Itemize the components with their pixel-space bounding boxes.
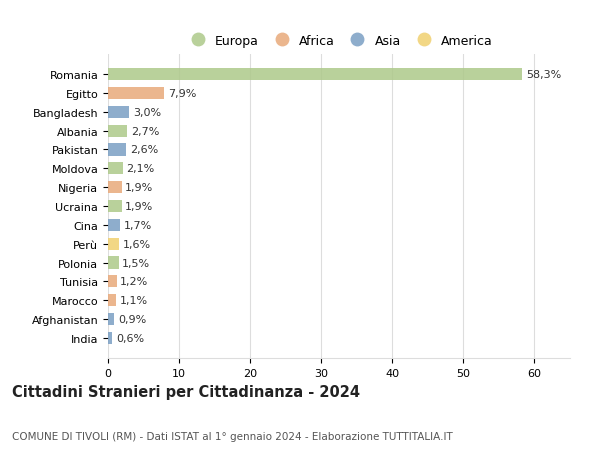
Text: 7,9%: 7,9% bbox=[168, 89, 196, 99]
Text: 1,9%: 1,9% bbox=[125, 202, 154, 212]
Text: 1,1%: 1,1% bbox=[119, 296, 148, 306]
Bar bbox=[108, 163, 123, 175]
Bar bbox=[108, 69, 523, 81]
Text: 2,7%: 2,7% bbox=[131, 126, 159, 136]
Bar bbox=[108, 238, 119, 250]
Bar bbox=[108, 294, 116, 307]
Text: 1,2%: 1,2% bbox=[120, 277, 148, 287]
Text: Cittadini Stranieri per Cittadinanza - 2024: Cittadini Stranieri per Cittadinanza - 2… bbox=[12, 384, 360, 399]
Bar bbox=[108, 257, 119, 269]
Text: 1,9%: 1,9% bbox=[125, 183, 154, 193]
Text: 2,6%: 2,6% bbox=[130, 145, 158, 155]
Text: 3,0%: 3,0% bbox=[133, 107, 161, 118]
Bar bbox=[108, 88, 164, 100]
Bar bbox=[108, 106, 130, 119]
Text: 1,7%: 1,7% bbox=[124, 220, 152, 230]
Text: 0,6%: 0,6% bbox=[116, 333, 144, 343]
Bar bbox=[108, 144, 127, 156]
Text: 58,3%: 58,3% bbox=[526, 70, 561, 80]
Legend: Europa, Africa, Asia, America: Europa, Africa, Asia, America bbox=[181, 31, 497, 51]
Text: 1,5%: 1,5% bbox=[122, 258, 151, 268]
Text: 0,9%: 0,9% bbox=[118, 314, 146, 325]
Text: 2,1%: 2,1% bbox=[127, 164, 155, 174]
Bar bbox=[108, 125, 127, 137]
Bar bbox=[108, 276, 116, 288]
Bar bbox=[108, 201, 122, 213]
Bar bbox=[108, 313, 115, 325]
Bar bbox=[108, 219, 120, 231]
Bar bbox=[108, 332, 112, 344]
Text: COMUNE DI TIVOLI (RM) - Dati ISTAT al 1° gennaio 2024 - Elaborazione TUTTITALIA.: COMUNE DI TIVOLI (RM) - Dati ISTAT al 1°… bbox=[12, 431, 453, 441]
Text: 1,6%: 1,6% bbox=[123, 239, 151, 249]
Bar bbox=[108, 182, 122, 194]
